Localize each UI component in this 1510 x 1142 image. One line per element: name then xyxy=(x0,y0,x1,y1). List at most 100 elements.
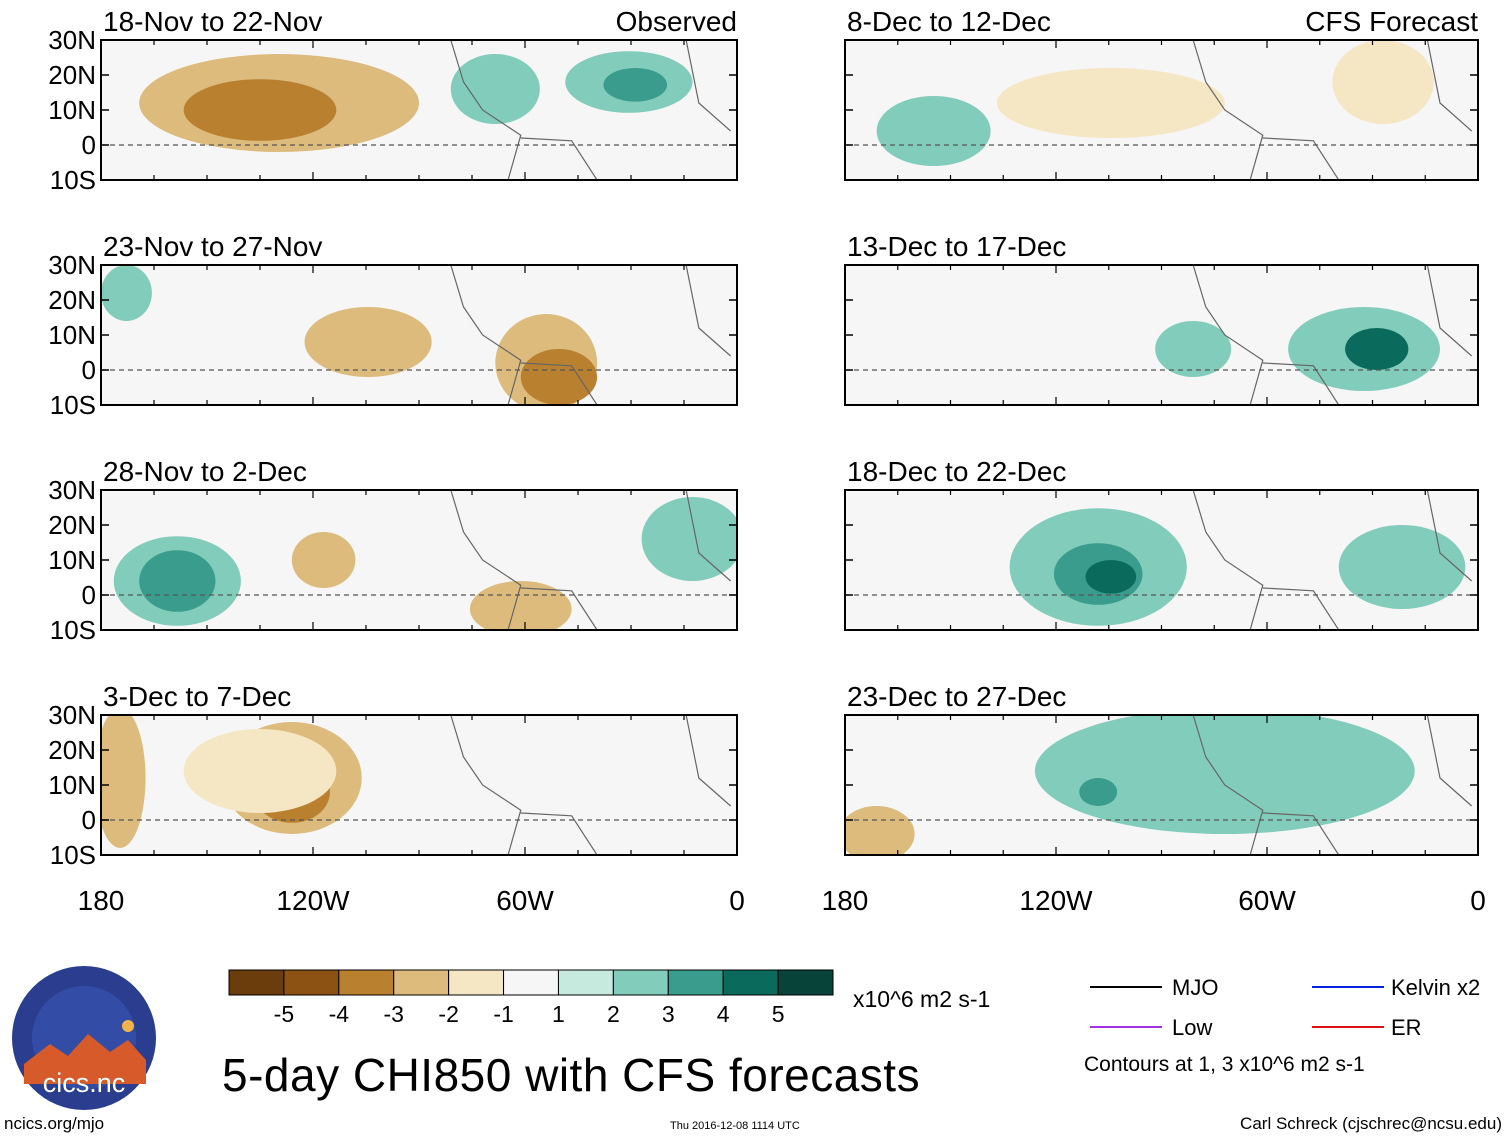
anomaly-region xyxy=(1085,560,1137,594)
y-tick-label: 0 xyxy=(82,580,96,610)
y-tick-label: 20N xyxy=(48,60,96,90)
y-tick-label: 20N xyxy=(48,735,96,765)
colorbar-tick-label: -5 xyxy=(274,1001,294,1027)
y-tick-label: 10N xyxy=(48,95,96,125)
x-tick-label: 60W xyxy=(496,885,554,916)
colorbar-tick-label: 4 xyxy=(717,1001,730,1027)
anomaly-region xyxy=(1332,40,1434,124)
legend-label-kelvin: Kelvin x2 xyxy=(1391,975,1481,1000)
colorbar-swatch xyxy=(557,969,614,996)
panel-period-label: 8-Dec to 12-Dec xyxy=(847,6,1051,37)
panel-period-label: 28-Nov to 2-Dec xyxy=(103,456,307,487)
legend-lines xyxy=(1090,986,1384,1028)
panel-period-label: 13-Dec to 17-Dec xyxy=(847,231,1066,262)
colorbar-swatch xyxy=(503,969,559,996)
x-tick-label: 120W xyxy=(1019,885,1093,916)
panel-5: 8-Dec to 12-Dec CFS Forecast xyxy=(844,6,1479,181)
y-tick-label: 0 xyxy=(82,355,96,385)
y-tick-label: 10S xyxy=(50,615,96,645)
legend-label-low: Low xyxy=(1172,1015,1213,1040)
coastline xyxy=(450,265,732,405)
panel-field xyxy=(139,40,732,180)
anomaly-region xyxy=(101,265,152,321)
colorbar-tick-label: 3 xyxy=(662,1001,675,1027)
colorbar-swatch xyxy=(393,969,450,996)
anomaly-region xyxy=(1079,778,1118,806)
panel-period-label: 23-Dec to 27-Dec xyxy=(847,681,1066,712)
x-axis-labels: 180 120W 60W 0 180 120W 60W 0 xyxy=(78,885,1486,916)
colorbar-swatch xyxy=(667,969,724,996)
anomaly-region xyxy=(603,68,668,102)
anomaly-region xyxy=(641,497,737,581)
anomaly-region xyxy=(876,96,991,166)
x-tick-label: 180 xyxy=(78,885,125,916)
colorbar-tick-label: -2 xyxy=(438,1001,458,1027)
panel-field xyxy=(876,40,1473,180)
anomaly-region xyxy=(450,54,540,124)
coastline xyxy=(1192,265,1473,405)
colorbar-swatch xyxy=(612,969,669,996)
coastline xyxy=(1192,40,1473,180)
anomaly-region xyxy=(520,349,598,405)
anomaly-region xyxy=(1338,525,1466,609)
y-tick-label: 0 xyxy=(82,805,96,835)
anomaly-region xyxy=(469,581,572,630)
cics-logo: cics.nc xyxy=(10,964,158,1112)
colorbar-tick-label: -1 xyxy=(493,1001,513,1027)
footer-url[interactable]: ncics.org/mjo xyxy=(4,1114,105,1133)
panel-1: 30N 20N 10N 0 10S 18-Nov to 22-Nov Observed xyxy=(48,6,738,195)
coastline xyxy=(450,40,732,180)
panel-grid: 30N 20N 10N 0 10S 18-Nov to 22-Nov Observed 30N… xyxy=(48,6,1479,870)
coastline xyxy=(450,490,732,630)
anomaly-region xyxy=(139,550,216,612)
panel-period-label: 23-Nov to 27-Nov xyxy=(103,231,322,262)
anomaly-region xyxy=(1345,328,1409,370)
panel-6: 13-Dec to 17-Dec xyxy=(844,231,1479,406)
anomaly-region xyxy=(183,729,337,813)
x-tick-label: 120W xyxy=(276,885,350,916)
figure-title: 5-day CHI850 with CFS forecasts xyxy=(222,1049,921,1101)
y-tick-label: 20N xyxy=(48,285,96,315)
contour-note: Contours at 1, 3 x10^6 m2 s-1 xyxy=(1084,1053,1365,1076)
colorbar-tick-label: 1 xyxy=(552,1001,565,1027)
y-tick-label: 30N xyxy=(48,25,96,55)
colorbar: -5 -4 -3 -2 -1 1 2 3 4 5 xyxy=(228,969,834,1027)
logo-text: cics.nc xyxy=(43,1068,126,1098)
panel-tag-label: Observed xyxy=(616,6,737,37)
panel-period-label: 3-Dec to 7-Dec xyxy=(103,681,291,712)
coastline xyxy=(1192,715,1473,855)
colorbar-tick-label: -4 xyxy=(329,1001,350,1027)
panel-4: 30N 20N 10N 0 10S 3-Dec to 7-Dec xyxy=(48,681,738,870)
colorbar-swatch xyxy=(338,969,395,996)
y-tick-label: 30N xyxy=(48,700,96,730)
footer-author: Carl Schreck (cjschrec@ncsu.edu) xyxy=(1240,1114,1502,1133)
colorbar-swatch xyxy=(722,969,779,996)
panel-field xyxy=(101,265,732,405)
x-tick-label: 60W xyxy=(1238,885,1296,916)
colorbar-swatch xyxy=(228,969,285,996)
panel-7: 18-Dec to 22-Dec xyxy=(844,456,1479,631)
x-tick-label: 0 xyxy=(1470,885,1486,916)
colorbar-tick-label: -3 xyxy=(384,1001,404,1027)
panel-field xyxy=(113,490,737,630)
anomaly-region xyxy=(101,715,146,848)
footer-timestamp: Thu 2016-12-08 1114 UTC xyxy=(670,1120,800,1132)
panel-period-label: 18-Dec to 22-Dec xyxy=(847,456,1066,487)
y-tick-label: 10N xyxy=(48,320,96,350)
colorbar-tick-label: 5 xyxy=(772,1001,785,1027)
colorbar-swatch xyxy=(283,969,340,996)
anomaly-region xyxy=(1034,715,1415,834)
y-tick-label: 10N xyxy=(48,545,96,575)
panel-period-label: 18-Nov to 22-Nov xyxy=(103,6,322,37)
panel-field xyxy=(845,715,1473,855)
anomaly-region xyxy=(183,79,337,141)
panel-tag-label: CFS Forecast xyxy=(1305,6,1478,37)
legend-label-mjo: MJO xyxy=(1172,975,1219,1000)
colorbar-swatch xyxy=(777,969,834,996)
coastline xyxy=(1192,490,1473,630)
y-tick-label: 20N xyxy=(48,510,96,540)
panel-field xyxy=(101,715,732,855)
legend-label-er: ER xyxy=(1391,1015,1422,1040)
y-tick-label: 10S xyxy=(50,165,96,195)
